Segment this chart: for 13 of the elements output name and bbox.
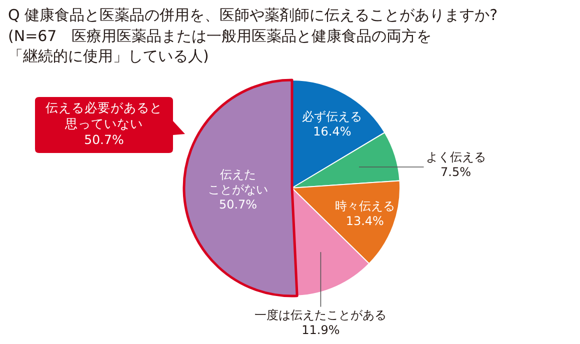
data-label: 16.4% (313, 124, 352, 139)
slice-label: 時々伝える (334, 198, 395, 213)
slice-label: 伝えたことがない (208, 167, 268, 196)
slice-label: よく伝える (426, 150, 486, 164)
data-label: 50.7% (218, 197, 258, 212)
data-label: 13.4% (346, 214, 384, 228)
data-label: 7.5% (440, 165, 472, 180)
data-label: 11.9% (302, 322, 340, 337)
slice-label: 必ず伝える (302, 110, 362, 124)
chart-subtitle: (N=67 医療用医薬品または一般用医薬品と健康食品の両方を「継続的に使用」している人) (8, 27, 432, 65)
slice-label: 一度は伝えたことがある (254, 308, 387, 322)
chart-title: Q 健康食品と医薬品の併用を、医師や薬剤師に伝えることがありますか? (8, 6, 498, 24)
callout: 伝える必要があると思っていない50.7% (35, 97, 185, 153)
